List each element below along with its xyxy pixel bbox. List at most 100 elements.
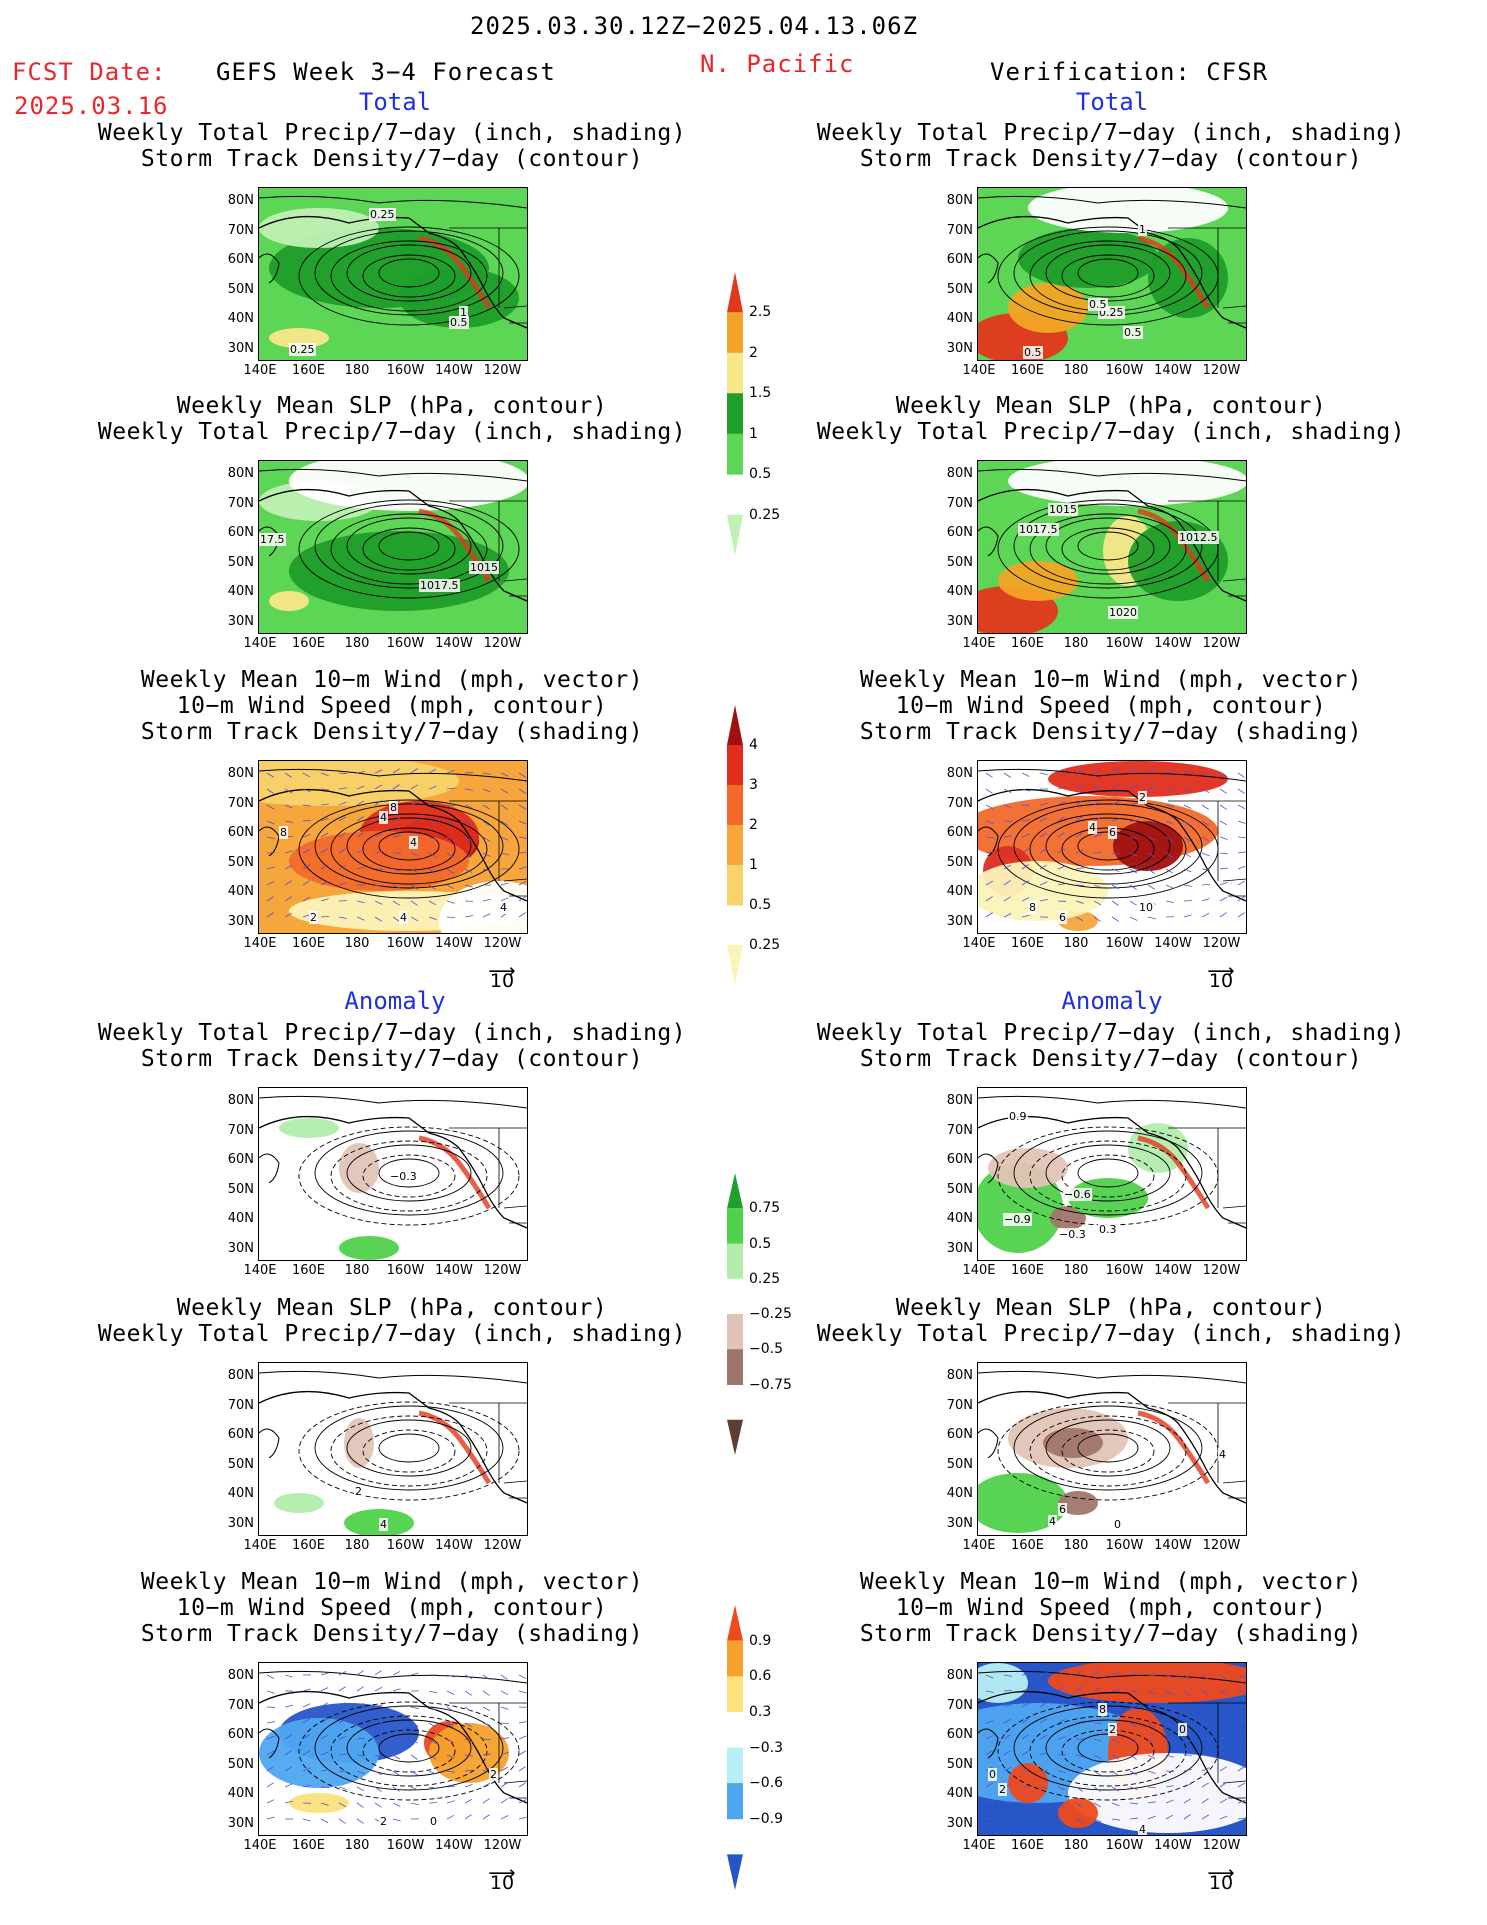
- panel-8-lat-label: 50N: [946, 1181, 973, 1197]
- panel-8-contour-label: −0.6: [1063, 1188, 1092, 1201]
- panel-4-title-line-2: Weekly Total Precip/7−day (inch, shading…: [816, 419, 1406, 445]
- colorbar-precip_anom-tick-label: 0.25: [749, 1270, 781, 1287]
- panel-7-lat-label: 70N: [227, 1122, 254, 1138]
- colorbar-storm_anom-tick-label: −0.6: [749, 1775, 783, 1792]
- section-anomaly-left: Anomaly: [344, 987, 446, 1015]
- panel-2-map-graphic: [978, 188, 1246, 360]
- panel-5-contour-label: 2: [309, 911, 318, 924]
- panel-9-lon-label: 160W: [386, 1538, 425, 1553]
- panel-3-lat-label: 50N: [227, 554, 254, 570]
- panel-3-lon-label: 140W: [435, 636, 473, 651]
- panel-8-title-line-1: Weekly Total Precip/7−day (inch, shading…: [816, 1020, 1406, 1046]
- panel-2-lon-label: 160W: [1105, 363, 1144, 378]
- panel-2-lon-label: 140E: [962, 363, 996, 378]
- section-total-left: Total: [358, 88, 432, 116]
- panel-9-lat-label: 30N: [227, 1515, 254, 1531]
- panel-10-lon-label: 120W: [1202, 1538, 1241, 1553]
- panel-5-lon-label: 160W: [386, 936, 425, 951]
- panel-7-lon-label: 140W: [435, 1263, 473, 1278]
- panel-4-lat-label: 60N: [946, 525, 973, 540]
- panel-5-lon-label: 140E: [243, 936, 277, 951]
- panel-9-lat-label: 40N: [227, 1486, 254, 1501]
- panel-8-contour-label: 0.3: [1098, 1223, 1118, 1236]
- panel-11-lat-label: 60N: [227, 1727, 254, 1742]
- vector-arrow-icon: ⟶: [1207, 960, 1235, 982]
- panel-7-contour-label: −0.3: [389, 1170, 418, 1183]
- panel-5-lat-label: 80N: [227, 766, 254, 781]
- panel-1-map: 0.25 1 0.5 0.25: [258, 187, 528, 361]
- panel-2-lon-label: 160E: [1010, 363, 1045, 378]
- panel-11-lat-label: 50N: [227, 1756, 254, 1772]
- panel-11-lon-label: 160W: [386, 1838, 425, 1853]
- panel-9-lon-label: 160E: [291, 1538, 326, 1553]
- panel-3-lat-label: 30N: [227, 613, 254, 629]
- panel-8-lat-label: 40N: [946, 1211, 973, 1226]
- panel-11-title-line-2: 10−m Wind Speed (mph, contour): [176, 1595, 608, 1621]
- panel-10-contour-label: 0: [1113, 1518, 1122, 1531]
- panel-10-lon-label: 140W: [1154, 1538, 1192, 1553]
- panel-5-lat-label: 60N: [227, 825, 254, 840]
- panel-7-lon-label: 160W: [386, 1263, 425, 1278]
- panel-6-contour-label: 6: [1108, 826, 1117, 839]
- colorbar-storm_anom-tick-label: 0.3: [749, 1703, 772, 1720]
- panel-3-lat-label: 40N: [227, 584, 254, 599]
- panel-7-title-line-2: Storm Track Density/7−day (contour): [140, 1046, 644, 1072]
- panel-2-lat-label: 80N: [946, 193, 973, 208]
- panel-8-lon-label: 120W: [1202, 1263, 1241, 1278]
- panel-11-lat-label: 30N: [227, 1815, 254, 1831]
- panel-10-lon-label: 160W: [1105, 1538, 1144, 1553]
- panel-6-lat-label: 40N: [946, 884, 973, 899]
- vector-arrow-icon: ⟶: [488, 960, 516, 982]
- panel-11-map-graphic: [259, 1663, 527, 1835]
- panel-1-lat-label: 70N: [227, 222, 254, 238]
- panel-4-lat-label: 50N: [946, 554, 973, 570]
- colorbar-precip_total-tick-label: 1: [749, 425, 758, 442]
- panel-2-title-line-1: Weekly Total Precip/7−day (inch, shading…: [816, 120, 1406, 146]
- panel-5-lat-label: 50N: [227, 854, 254, 870]
- panel-1-lon-label: 160E: [291, 363, 326, 378]
- panel-2-contour-label: 0.5: [1123, 326, 1143, 339]
- panel-8-lon-label: 180: [1063, 1263, 1089, 1278]
- panel-10-lat-label: 30N: [946, 1515, 973, 1531]
- panel-6-contour-label: 10: [1138, 901, 1154, 914]
- panel-8-contour-label: 0.9: [1008, 1110, 1028, 1123]
- colorbar-precip_anom-tick-label: 0.75: [749, 1200, 781, 1217]
- panel-4-lat-label: 30N: [946, 613, 973, 629]
- colorbar-storm_total: [725, 705, 745, 989]
- panel-3-lat-label: 70N: [227, 495, 254, 511]
- colorbar-precip_total: [725, 272, 745, 559]
- panel-2-contour-label: 0.5: [1088, 298, 1108, 311]
- colorbar-storm_anom-graphic: [727, 1605, 743, 1890]
- panel-8-lat-label: 60N: [946, 1152, 973, 1167]
- panel-12-lat-label: 30N: [946, 1815, 973, 1831]
- fcst-date-label: FCST Date:: [12, 58, 167, 86]
- panel-12-vector-reference: ⟶ 10: [1201, 1862, 1241, 1894]
- panel-3-lat-label: 60N: [227, 525, 254, 540]
- colorbar-precip_total-graphic: [727, 272, 743, 555]
- panel-1-title-line-1: Weekly Total Precip/7−day (inch, shading…: [97, 120, 687, 146]
- panel-6-lat-label: 60N: [946, 825, 973, 840]
- panel-2-lat-label: 40N: [946, 311, 973, 326]
- panel-4-contour-label: 1020: [1108, 606, 1138, 619]
- panel-7-title-line-1: Weekly Total Precip/7−day (inch, shading…: [97, 1020, 687, 1046]
- panel-9-lon-label: 140E: [243, 1538, 277, 1553]
- panel-11-lon-label: 140W: [435, 1838, 473, 1853]
- panel-12-lat-label: 60N: [946, 1727, 973, 1742]
- panel-6-vector-reference: ⟶ 10: [1201, 960, 1241, 992]
- panel-11-title-line-3: Storm Track Density/7−day (shading): [140, 1621, 644, 1647]
- panel-9-lon-label: 140W: [435, 1538, 473, 1553]
- panel-9-title-line-1: Weekly Mean SLP (hPa, contour): [176, 1295, 608, 1321]
- panel-6-lat-label: 50N: [946, 854, 973, 870]
- vector-reference-value: 10: [1208, 970, 1234, 992]
- panel-4-contour-label: 1015: [1048, 503, 1078, 516]
- panel-10-lon-label: 160E: [1010, 1538, 1045, 1553]
- panel-10-title-line-2: Weekly Total Precip/7−day (inch, shading…: [816, 1321, 1406, 1347]
- panel-12-lat-label: 50N: [946, 1756, 973, 1772]
- panel-5-lon-label: 120W: [483, 936, 522, 951]
- panel-9-contour-label: 2: [354, 1485, 363, 1498]
- colorbar-precip_total-tick-label: 0.25: [749, 506, 781, 523]
- panel-1-lon-label: 180: [344, 363, 370, 378]
- panel-9-contour-label: 4: [379, 1518, 388, 1531]
- panel-5-contour-label: 4: [399, 911, 408, 924]
